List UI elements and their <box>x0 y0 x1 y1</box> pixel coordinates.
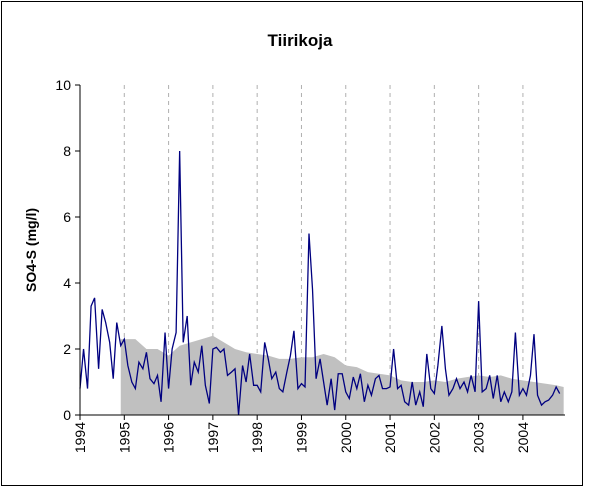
x-tick-label: 2002 <box>426 422 442 453</box>
y-tick-label: 4 <box>63 275 71 291</box>
x-tick-label: 2000 <box>338 422 354 453</box>
y-tick-label: 10 <box>55 77 71 93</box>
x-tick-label: 1995 <box>116 422 132 453</box>
y-tick-label: 8 <box>63 143 71 159</box>
line <box>79 150 561 416</box>
x-tick-label: 1997 <box>205 422 221 453</box>
x-tick-label: 2004 <box>515 422 531 453</box>
x-tick-label: 2003 <box>471 422 487 453</box>
x-tick-label: 1999 <box>293 422 309 453</box>
y-tick-label: 0 <box>63 407 71 423</box>
chart-title: Tiirikoja <box>268 31 333 50</box>
y-tick-label: 2 <box>63 341 71 357</box>
x-tick-label: 1994 <box>72 422 88 453</box>
x-tick-label: 1996 <box>161 422 177 453</box>
x-tick-label: 1998 <box>249 422 265 453</box>
y-tick-label: 6 <box>63 209 71 225</box>
x-tick-label: 2001 <box>382 422 398 453</box>
y-axis-label: SO4-S (mg/l) <box>23 208 39 292</box>
